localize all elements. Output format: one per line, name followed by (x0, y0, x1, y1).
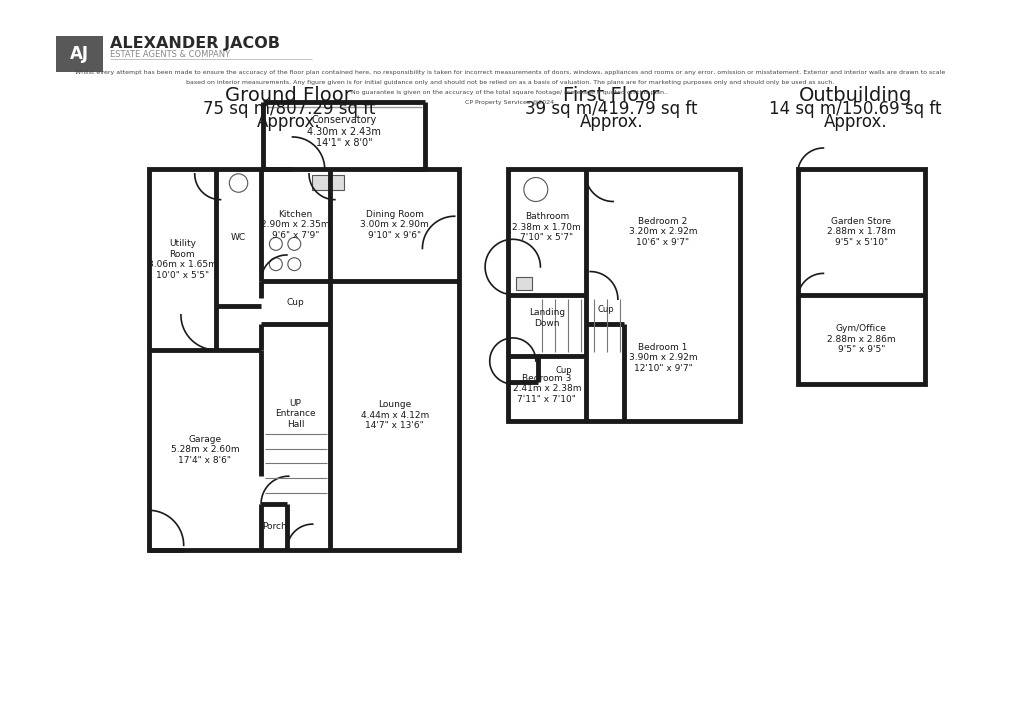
Text: Porch: Porch (262, 523, 286, 531)
Text: Approx.: Approx. (823, 113, 887, 131)
Bar (797, 169, 924, 384)
Text: CP Property Services @2024: CP Property Services @2024 (465, 100, 554, 105)
Text: Gym/Office
2.88m x 2.86m
9'5" x 9'5": Gym/Office 2.88m x 2.86m 9'5" x 9'5" (826, 324, 895, 354)
Text: Approx.: Approx. (257, 113, 320, 131)
Text: Kitchen
2.90m x 2.35m
9'6" x 7'9": Kitchen 2.90m x 2.35m 9'6" x 7'9" (261, 210, 330, 240)
Text: Garden Store
2.88m x 1.78m
9'5" x 5'10": Garden Store 2.88m x 1.78m 9'5" x 5'10" (826, 217, 895, 247)
Text: Bathroom
2.38m x 1.70m
7'10" x 5'7": Bathroom 2.38m x 1.70m 7'10" x 5'7" (512, 213, 581, 242)
Text: Cup: Cup (554, 366, 572, 375)
Text: Cup: Cup (597, 305, 613, 314)
Text: Bedroom 3
2.41m x 2.38m
7'11" x 7'10": Bedroom 3 2.41m x 2.38m 7'11" x 7'10" (513, 373, 581, 404)
Text: Garage
5.28m x 2.60m
17'4" x 8'6": Garage 5.28m x 2.60m 17'4" x 8'6" (170, 435, 239, 465)
Text: Approx.: Approx. (579, 113, 643, 131)
Text: First Floor: First Floor (562, 86, 659, 105)
Text: AJ: AJ (70, 45, 89, 63)
Text: Dining Room
3.00m x 2.90m
9'10" x 9'6": Dining Room 3.00m x 2.90m 9'10" x 9'6" (360, 210, 429, 240)
Text: ALEXANDER JACOB: ALEXANDER JACOB (110, 36, 279, 51)
Text: 39 sq m/419.79 sq ft: 39 sq m/419.79 sq ft (525, 100, 697, 118)
Text: Whilst every attempt has been made to ensure the accuracy of the floor plan cont: Whilst every attempt has been made to en… (74, 70, 945, 75)
Bar (515, 277, 532, 290)
Text: based on interior measurements. Any figure given is for initial guidance only an: based on interior measurements. Any figu… (185, 80, 834, 85)
Text: WC: WC (230, 233, 246, 242)
Text: ESTATE AGENTS & COMPANY: ESTATE AGENTS & COMPANY (110, 50, 230, 59)
Text: Utility
Room
3.06m x 1.65m
10'0" x 5'5": Utility Room 3.06m x 1.65m 10'0" x 5'5" (148, 239, 216, 280)
Text: Conservatory
4.30m x 2.43m
14'1" x 8'0": Conservatory 4.30m x 2.43m 14'1" x 8'0" (307, 115, 381, 149)
Text: No guarantee is given on the accuracy of the total square footage/ meterage if q: No guarantee is given on the accuracy of… (352, 90, 667, 95)
Bar (312, 174, 343, 190)
Bar (149, 169, 459, 550)
Bar (56, 37, 103, 71)
Bar (507, 169, 740, 421)
Text: Outbuilding: Outbuilding (798, 86, 911, 105)
Text: Ground Floor: Ground Floor (225, 86, 352, 105)
Text: Lounge
4.44m x 4.12m
14'7" x 13'6": Lounge 4.44m x 4.12m 14'7" x 13'6" (361, 400, 428, 430)
Text: 75 sq m/807.29 sq ft: 75 sq m/807.29 sq ft (203, 100, 375, 118)
Text: Cup: Cup (286, 298, 305, 307)
Text: Bedroom 2
3.20m x 2.92m
10'6" x 9'7": Bedroom 2 3.20m x 2.92m 10'6" x 9'7" (628, 217, 697, 247)
Text: Bedroom 1
3.90m x 2.92m
12'10" x 9'7": Bedroom 1 3.90m x 2.92m 12'10" x 9'7" (628, 342, 697, 373)
Text: UP
Entrance
Hall: UP Entrance Hall (275, 399, 316, 429)
Text: Landing
Down: Landing Down (528, 309, 565, 328)
Text: 14 sq m/150.69 sq ft: 14 sq m/150.69 sq ft (768, 100, 941, 118)
